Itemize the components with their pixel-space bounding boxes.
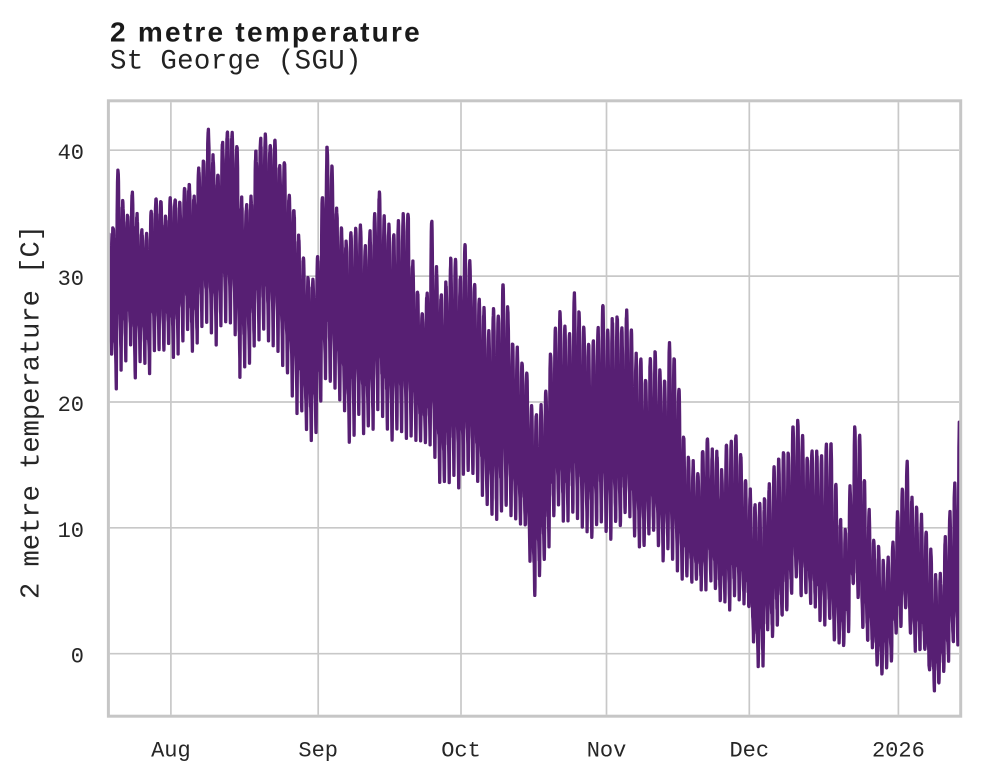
svg-text:Dec: Dec <box>729 738 769 763</box>
svg-text:St George (SGU): St George (SGU) <box>110 47 362 78</box>
svg-text:0: 0 <box>71 645 84 670</box>
svg-text:10: 10 <box>58 519 84 544</box>
svg-text:Aug: Aug <box>151 738 191 763</box>
svg-text:2 metre temperature: 2 metre temperature <box>110 16 422 47</box>
svg-text:2026: 2026 <box>872 738 925 763</box>
svg-text:Oct: Oct <box>441 738 481 763</box>
svg-text:20: 20 <box>58 393 84 418</box>
svg-text:40: 40 <box>58 141 84 166</box>
svg-text:Sep: Sep <box>298 738 338 763</box>
svg-text:Nov: Nov <box>587 738 627 763</box>
svg-text:30: 30 <box>58 267 84 292</box>
svg-text:2 metre temperature [C]: 2 metre temperature [C] <box>17 225 48 599</box>
